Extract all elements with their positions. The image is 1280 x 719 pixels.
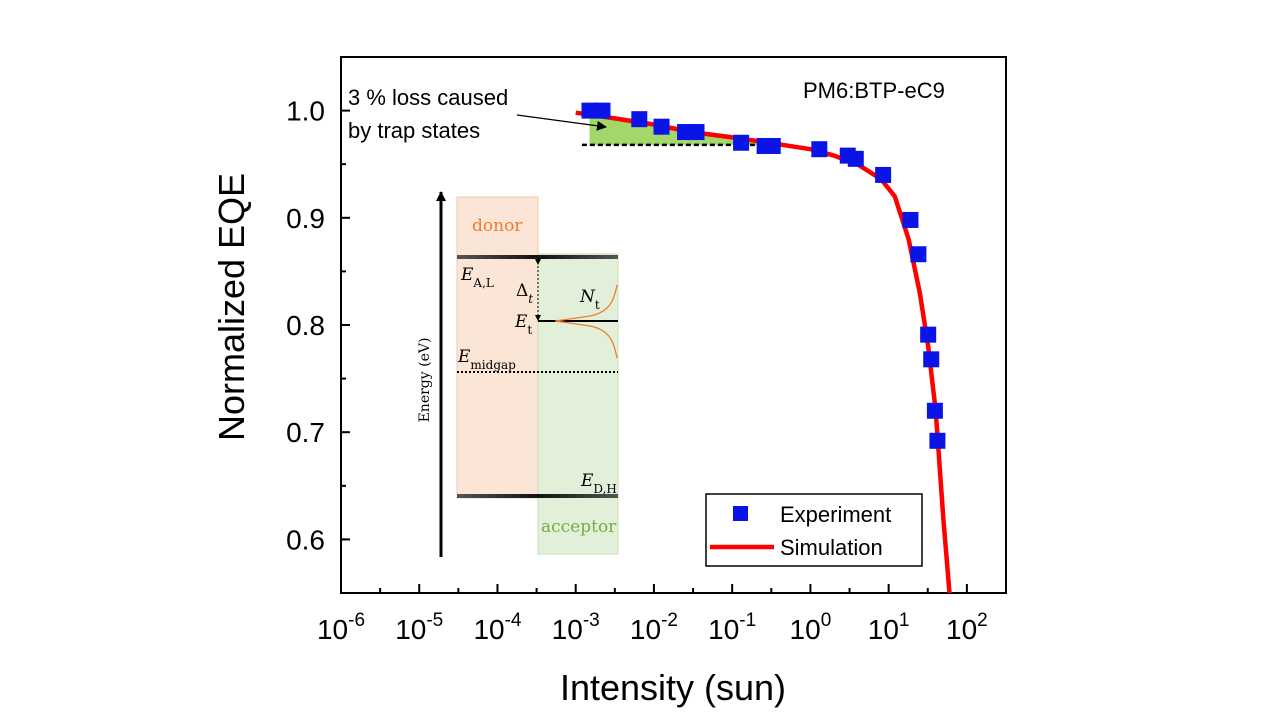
donor-label: donor: [472, 216, 523, 236]
energy-axis-label: Energy (eV): [417, 338, 433, 423]
x-tick-label: 10-4: [473, 610, 521, 645]
annotation-line1: 3 % loss caused: [348, 85, 508, 110]
label-N-t: Nt: [579, 287, 600, 312]
label-E-midgap: Emidgap: [457, 347, 516, 372]
x-tick-label: 10-6: [317, 610, 365, 645]
donor-region: [456, 196, 539, 499]
legend-experiment-marker: [733, 506, 748, 521]
level-E-AL: [457, 255, 618, 259]
annotation-line2: by trap states: [348, 118, 480, 143]
experiment-point: [581, 102, 598, 119]
experiment-point: [653, 118, 670, 135]
experiment-point: [875, 166, 892, 183]
acceptor-label: acceptor: [541, 517, 617, 537]
x-tick-label: 10-1: [708, 610, 756, 645]
axes: 10-6 10-5 10-4 10-3 10-2 10-1 100 101 102 0.6 0.7 0…: [286, 96, 1007, 645]
experiment-point: [688, 124, 705, 141]
data-layer: [575, 102, 952, 593]
y-axis-title: Normalized EQE: [211, 173, 252, 441]
x-axis-title: Intensity (sun): [560, 667, 786, 708]
y-tick-label: 0.9: [286, 203, 325, 234]
experiment-point: [733, 134, 750, 151]
y-tick-label: 1.0: [286, 96, 325, 127]
label-E-t: Et: [514, 312, 532, 337]
x-tick-label: 10-5: [395, 610, 443, 645]
experiment-point: [920, 326, 937, 343]
trap-distribution-curve: [554, 284, 618, 359]
experiment-point: [923, 351, 940, 368]
legend-simulation-label: Simulation: [780, 535, 883, 560]
experiment-point: [631, 111, 648, 128]
experiment-point: [594, 102, 611, 119]
y-tick-label: 0.8: [286, 310, 325, 341]
x-tick-label: 100: [790, 610, 832, 645]
experiment-point: [910, 246, 927, 263]
experiment-point: [902, 211, 919, 228]
label-E-AL: EA,L: [460, 265, 494, 290]
annotation-arrow: [516, 114, 607, 131]
energy-level-inset: donor acceptor Energy (eV) EA,L Δt Nt Et…: [417, 191, 619, 557]
x-tick-label: 10-3: [552, 610, 600, 645]
x-tick-label: 101: [868, 610, 910, 645]
legend: Experiment Simulation: [705, 493, 923, 567]
x-tick-label: 10-2: [630, 610, 678, 645]
experiment-point: [847, 150, 864, 167]
experiment-points: [581, 102, 946, 449]
x-tick-label: 102: [946, 610, 988, 645]
experiment-point: [929, 432, 946, 449]
experiment-point: [811, 141, 828, 158]
level-E-DH: [457, 494, 618, 498]
experiment-point: [926, 402, 943, 419]
y-tick-label: 0.7: [286, 417, 325, 448]
acceptor-region: [537, 253, 619, 555]
label-delta-t: Δt: [516, 281, 533, 306]
label-E-DH: ED,H: [580, 471, 617, 496]
legend-experiment-label: Experiment: [780, 502, 891, 527]
sample-label: PM6:BTP-eC9: [803, 78, 945, 103]
experiment-point: [764, 137, 781, 154]
y-tick-label: 0.6: [286, 524, 325, 555]
